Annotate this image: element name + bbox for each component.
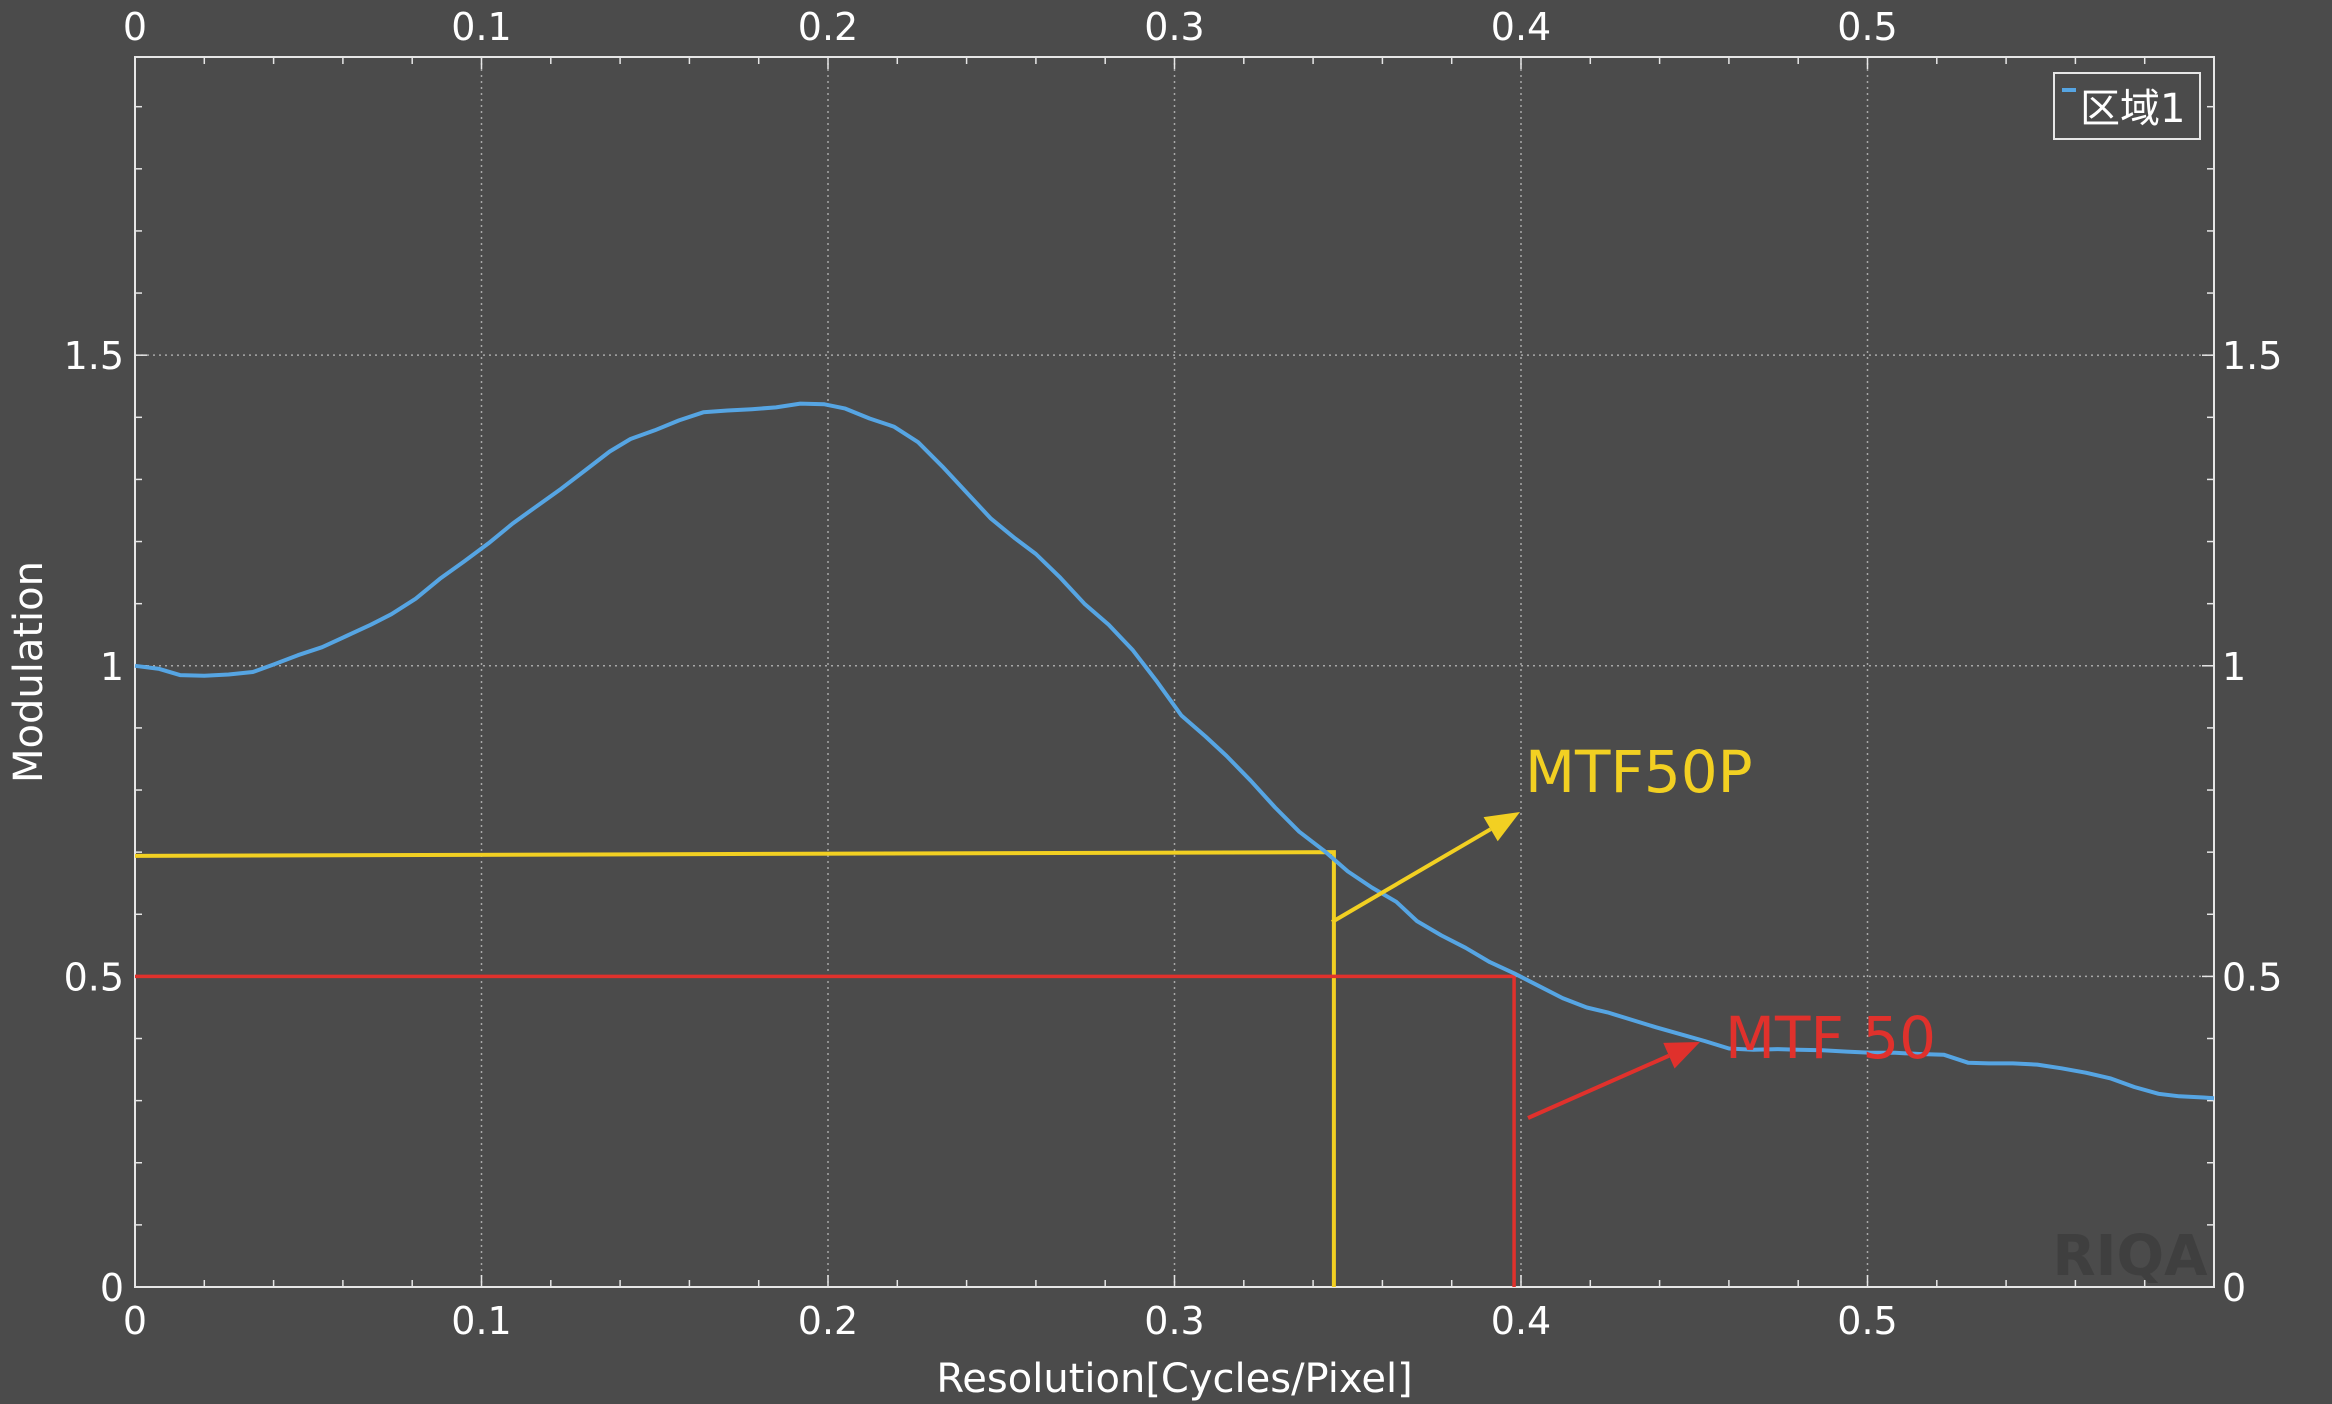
legend[interactable]: 区域1 [2053, 72, 2201, 140]
x-axis-title: Resolution[Cycles/Pixel] [936, 1356, 1412, 1402]
mtf50p-annotation-label: MTF50P [1525, 738, 1753, 806]
y-tick-label-right: 0 [2222, 1266, 2246, 1310]
x-tick-label-bottom: 0.2 [798, 1299, 858, 1343]
x-tick-label-bottom: 0.1 [451, 1299, 511, 1343]
y-axis-title: Modulation [6, 561, 52, 783]
mtf50-arrow-shaft [1527, 1053, 1670, 1120]
y-tick-label-right: 1 [2222, 645, 2246, 689]
mtf50p-arrow-shaft [1330, 827, 1492, 924]
x-tick-label-top: 0.2 [798, 5, 858, 49]
tick-labels: 000.10.10.20.20.30.30.40.40.50.50 00.5 0.5… [64, 5, 2283, 1343]
mtf50-arrow [1527, 1042, 1700, 1120]
mtf50-annotation-label: MTF 50 [1725, 1004, 1936, 1072]
y-tick-label-left: 0 [100, 1266, 124, 1310]
legend-box [2053, 72, 2201, 140]
series-line-区域1 [134, 401, 2215, 1101]
mtf50-guide-line [135, 974, 1516, 1287]
legend-label: 区域1 [2080, 86, 2185, 132]
x-tick-label-bottom: 0.4 [1491, 1299, 1551, 1343]
mtf50-arrow-head [1663, 1042, 1700, 1069]
mtf50p-arrow [1330, 812, 1520, 924]
x-tick-label-top: 0 [123, 5, 147, 49]
y-tick-label-right: 1.5 [2222, 334, 2282, 378]
y-tick-label-left: 0.5 [64, 955, 124, 999]
y-tick-label-left: 1.5 [64, 334, 124, 378]
riqa-watermark-logo: RIQA [2053, 1224, 2209, 1289]
x-tick-label-top: 0.4 [1491, 5, 1551, 49]
x-tick-label-top: 0.5 [1837, 5, 1897, 49]
x-tick-label-bottom: 0.3 [1144, 1299, 1204, 1343]
y-tick-label-right: 0.5 [2222, 955, 2282, 999]
mtf-reference-lines [134, 850, 1516, 1287]
y-tick-label-left: 1 [100, 645, 124, 689]
mtf50p-guide-line [134, 850, 1336, 1287]
mtf50p-arrow-head [1483, 812, 1520, 842]
x-tick-label-bottom: 0 [123, 1299, 147, 1343]
annotation-arrows [1330, 812, 1700, 1120]
minor-ticks [134, 57, 2215, 1288]
x-tick-label-bottom: 0.5 [1837, 1299, 1897, 1343]
x-tick-label-top: 0.3 [1144, 5, 1204, 49]
x-tick-label-top: 0.1 [451, 5, 511, 49]
